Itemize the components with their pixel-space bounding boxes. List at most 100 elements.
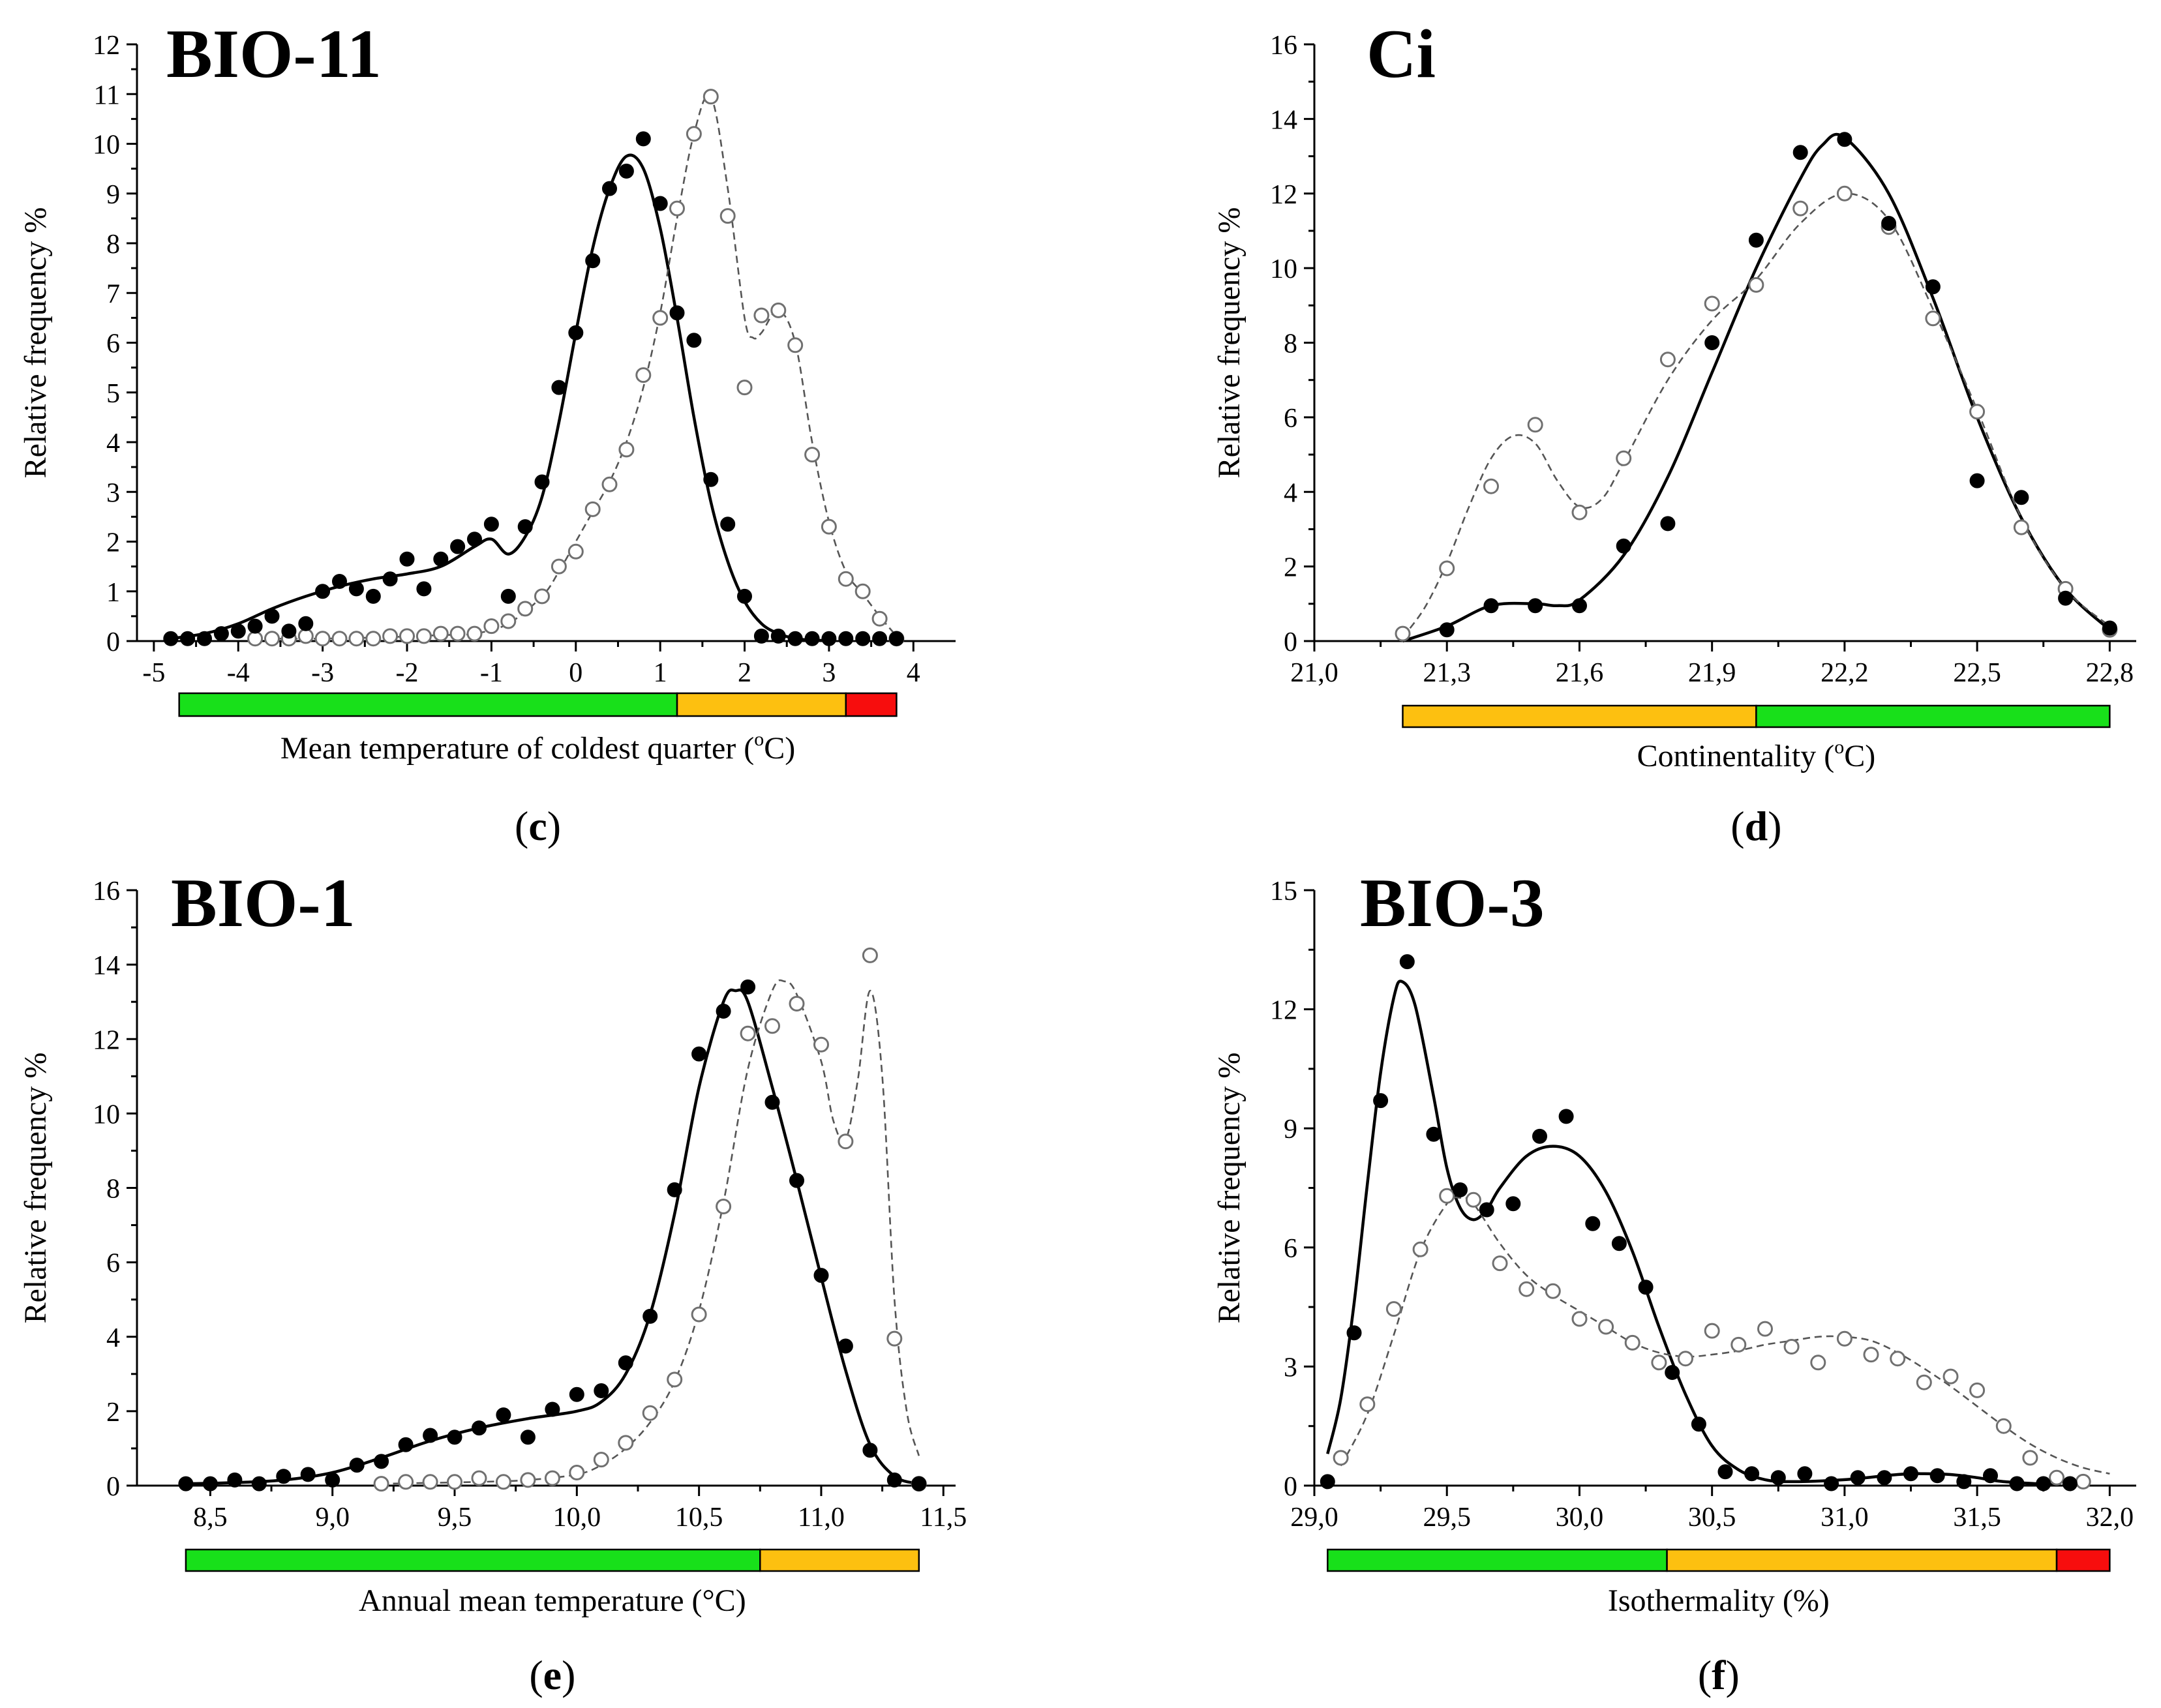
data-point-filled (813, 1268, 829, 1283)
data-point-open (1439, 1188, 1455, 1204)
data-point-filled (691, 1046, 707, 1062)
data-point-open (1836, 185, 1852, 202)
data-point-filled (2014, 490, 2029, 505)
data-point-open (601, 476, 618, 492)
data-point-filled (1744, 1466, 1760, 1482)
x-tick-label: 31,0 (1821, 1503, 1869, 1533)
data-point-filled (348, 581, 364, 597)
panel-letter-char: e (543, 1652, 562, 1698)
data-point-filled (1660, 516, 1676, 532)
panel-title: BIO-3 (1360, 865, 1545, 941)
data-point-filled (1479, 1202, 1494, 1218)
data-point-open (789, 996, 805, 1011)
data-point-open (686, 126, 702, 142)
data-point-open (736, 380, 753, 396)
data-point-filled (1983, 1468, 1998, 1484)
data-point-filled (770, 628, 786, 644)
data-point-filled (618, 1355, 633, 1371)
x-axis-label: Mean temperature of coldest quarter (oC) (280, 728, 795, 766)
data-point-open (652, 310, 669, 326)
y-tick-label: 8 (106, 230, 120, 260)
x-tick-label: 3 (822, 658, 836, 688)
data-point-open (331, 631, 348, 647)
data-point-filled (264, 608, 280, 624)
data-point-filled (886, 1472, 902, 1488)
data-point-filled (163, 631, 179, 646)
data-point-open (2022, 1450, 2038, 1466)
data-point-filled (1969, 473, 1985, 488)
x-tick-label: 30,0 (1556, 1503, 1604, 1533)
band-orange (759, 1548, 920, 1572)
y-axis-label: Relative frequency % (18, 1053, 53, 1324)
data-point-open (495, 1474, 511, 1490)
data-point-filled (1585, 1216, 1601, 1231)
data-point-open (770, 302, 787, 318)
data-point-filled (281, 623, 297, 639)
data-point-filled (1505, 1196, 1521, 1212)
y-tick-label: 10 (93, 1100, 120, 1130)
x-tick-label: 4 (907, 658, 920, 688)
data-point-open (1624, 1334, 1640, 1351)
data-point-open (399, 628, 415, 644)
data-point-filled (585, 253, 601, 269)
data-point-filled (1320, 1474, 1335, 1490)
data-point-open (1465, 1191, 1481, 1208)
x-tick-label: 30,5 (1688, 1503, 1736, 1533)
x-tick-label: 21,9 (1688, 658, 1736, 688)
y-tick-label: 6 (106, 329, 120, 359)
data-point-open (1757, 1321, 1773, 1337)
data-point-open (764, 1018, 780, 1034)
data-point-open (422, 1474, 438, 1490)
y-tick-label: 12 (93, 31, 120, 61)
data-point-open (1385, 1301, 1402, 1317)
panel-letter-open: ( (515, 803, 528, 849)
data-point-filled (1837, 132, 1852, 147)
panel-letter: (d) (1730, 803, 1781, 849)
data-point-filled (1638, 1280, 1654, 1295)
data-point-filled (1399, 954, 1415, 970)
x-tick-label: 10,5 (675, 1503, 723, 1533)
data-point-filled (1483, 598, 1499, 614)
x-axis-label: Isothermality (%) (1608, 1583, 1830, 1618)
data-point-open (471, 1470, 487, 1486)
data-point-open (348, 631, 365, 647)
data-point-filled (821, 631, 837, 646)
panel-letter-open: ( (529, 1652, 543, 1698)
data-point-open (1704, 295, 1720, 312)
data-point-open (517, 601, 534, 617)
data-point-filled (602, 181, 617, 196)
data-point-open (567, 543, 584, 560)
data-point-open (716, 1199, 732, 1214)
open-fit-line (381, 979, 920, 1485)
x-tick-label: 9,0 (315, 1503, 350, 1533)
data-point-filled (635, 131, 651, 147)
data-point-open (886, 1330, 903, 1347)
data-point-open (569, 1465, 585, 1480)
data-point-filled (789, 1173, 804, 1188)
y-tick-label: 15 (1270, 876, 1297, 906)
x-tick-label: 21,0 (1290, 658, 1338, 688)
axis-frame (136, 890, 956, 1487)
data-point-filled (202, 1476, 218, 1491)
data-point-filled (855, 631, 871, 646)
data-point-open (1333, 1450, 1349, 1466)
data-point-open (1439, 560, 1455, 577)
x-axis-label-text: Mean temperature of coldest quarter ( (280, 731, 754, 766)
x-tick-label: -2 (396, 658, 419, 688)
y-tick-label: 2 (106, 528, 120, 558)
data-point-filled (740, 979, 756, 995)
panel-letter-close: ) (547, 803, 561, 849)
data-point-open (1492, 1255, 1508, 1272)
filled-fit-line (1402, 132, 2111, 643)
data-point-filled (1850, 1470, 1866, 1486)
y-tick-label: 1 (106, 578, 120, 608)
data-point-filled (642, 1308, 658, 1324)
x-tick-label: 21,6 (1556, 658, 1604, 688)
data-point-filled (737, 588, 752, 604)
data-point-open (1792, 200, 1809, 217)
x-axis-label-text: Isothermality (%) (1608, 1583, 1830, 1618)
data-point-filled (298, 616, 314, 631)
panel-letter-char: f (1712, 1652, 1726, 1698)
data-point-open (813, 1036, 829, 1053)
open-fit-line (1402, 192, 2111, 638)
